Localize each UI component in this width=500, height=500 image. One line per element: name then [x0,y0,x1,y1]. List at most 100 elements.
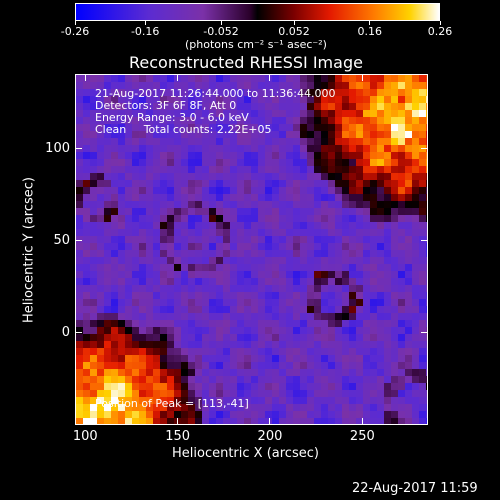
image-pixel [251,327,259,335]
image-pixel [76,355,84,363]
image-pixel [391,194,399,202]
image-pixel [335,89,343,97]
image-pixel [125,285,133,293]
image-pixel [335,418,343,424]
image-pixel [174,145,182,153]
y-tick [421,239,427,241]
image-pixel [377,173,385,181]
image-pixel [237,208,245,216]
image-pixel [300,110,308,118]
image-pixel [76,222,84,230]
image-pixel [216,362,224,370]
image-pixel [209,348,217,356]
image-pixel [258,159,266,167]
image-pixel [335,173,343,181]
y-axis-label: Heliocentric Y (arcsec) [21,177,37,323]
image-pixel [419,243,427,251]
image-pixel [153,110,161,118]
image-pixel [223,138,231,146]
image-pixel [300,327,308,335]
image-pixel [160,138,168,146]
image-pixel [251,215,259,223]
image-pixel [174,173,182,181]
image-pixel [398,75,406,83]
image-pixel [321,82,329,90]
image-pixel [398,320,406,328]
image-pixel [111,229,119,237]
image-pixel [293,278,301,286]
image-pixel [272,362,280,370]
image-pixel [97,131,105,139]
image-pixel [97,96,105,104]
image-pixel [377,243,385,251]
image-pixel [384,75,392,83]
image-pixel [265,411,273,419]
image-pixel [405,334,413,342]
image-pixel [209,110,217,118]
image-pixel [90,96,98,104]
image-pixel [356,320,364,328]
image-pixel [426,124,427,132]
image-pixel [76,313,84,321]
image-pixel [426,397,427,405]
image-pixel [237,152,245,160]
image-pixel [356,180,364,188]
image-pixel [391,103,399,111]
image-pixel [146,369,154,377]
image-pixel [181,411,189,419]
image-pixel [230,250,238,258]
image-pixel [384,355,392,363]
image-pixel [293,404,301,412]
image-pixel [90,201,98,209]
image-pixel [412,250,420,258]
image-pixel [419,320,427,328]
image-pixel [363,369,371,377]
image-pixel [370,257,378,265]
image-pixel [153,383,161,391]
image-pixel [349,103,357,111]
image-pixel [90,187,98,195]
image-pixel [132,404,140,412]
image-pixel [216,292,224,300]
image-pixel [398,96,406,104]
image-pixel [97,152,105,160]
image-pixel [139,404,147,412]
image-pixel [139,208,147,216]
image-pixel [426,250,427,258]
image-pixel [202,166,210,174]
image-pixel [412,222,420,230]
image-pixel [237,159,245,167]
image-pixel [209,145,217,153]
image-pixel [209,159,217,167]
image-pixel [188,152,196,160]
image-pixel [412,306,420,314]
image-pixel [83,327,91,335]
image-pixel [391,215,399,223]
image-pixel [265,355,273,363]
image-pixel [335,75,343,83]
image-pixel [293,264,301,272]
image-pixel [132,390,140,398]
image-pixel [111,208,119,216]
image-pixel [363,166,371,174]
image-pixel [321,180,329,188]
image-pixel [181,348,189,356]
image-pixel [279,152,287,160]
image-pixel [279,180,287,188]
image-pixel [300,320,308,328]
image-pixel [195,145,203,153]
image-pixel [300,152,308,160]
image-pixel [286,82,294,90]
image-pixel [363,152,371,160]
image-pixel [293,257,301,265]
image-pixel [419,236,427,244]
image-pixel [125,187,133,195]
image-pixel [363,201,371,209]
image-pixel [90,327,98,335]
image-pixel [265,257,273,265]
image-pixel [223,334,231,342]
image-pixel [405,215,413,223]
image-pixel [419,369,427,377]
image-pixel [426,229,427,237]
image-pixel [230,152,238,160]
